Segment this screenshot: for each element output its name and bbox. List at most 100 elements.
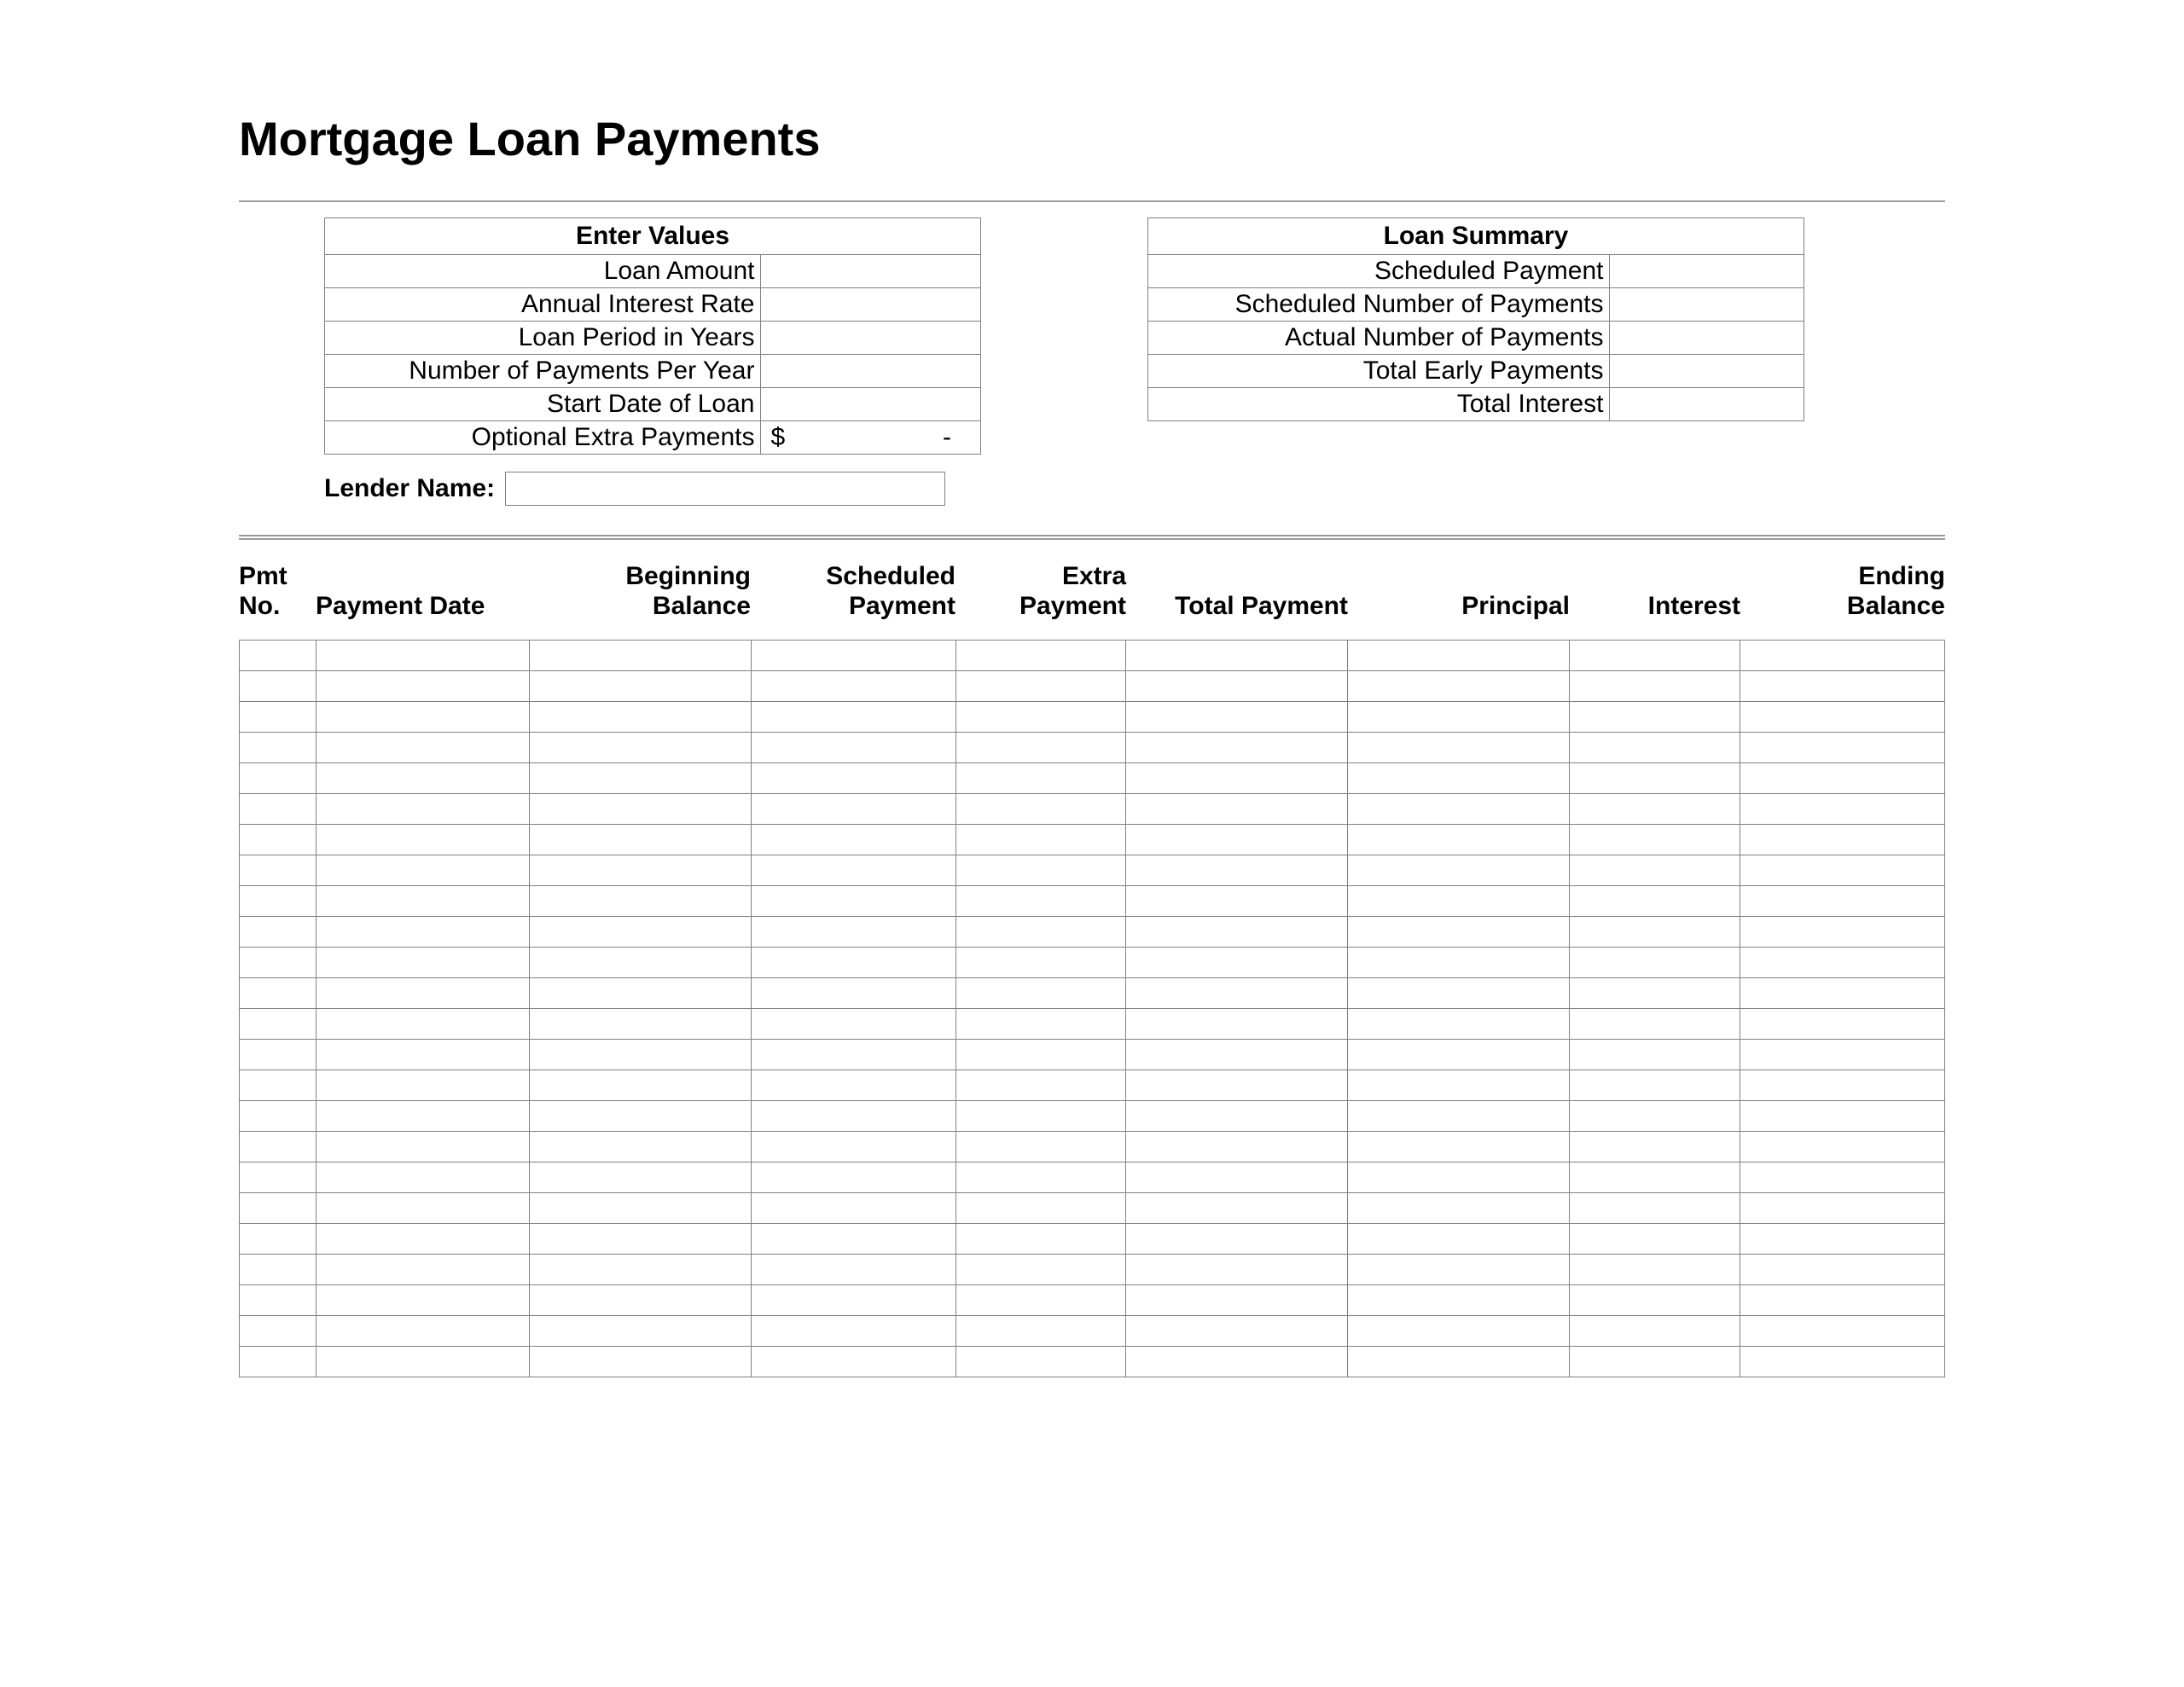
- amort-cell-total_payment[interactable]: [1126, 1285, 1348, 1316]
- amort-cell-beginning_balance[interactable]: [529, 1040, 751, 1070]
- amort-cell-total_payment[interactable]: [1126, 825, 1348, 855]
- amort-cell-beginning_balance[interactable]: [529, 917, 751, 948]
- amort-cell-interest[interactable]: [1570, 886, 1740, 917]
- amort-cell-payment_date[interactable]: [316, 641, 529, 671]
- amort-cell-pmt_no[interactable]: [240, 1224, 317, 1255]
- amort-cell-total_payment[interactable]: [1126, 763, 1348, 794]
- amort-cell-total_payment[interactable]: [1126, 1347, 1348, 1377]
- amort-cell-extra_payment[interactable]: [956, 1101, 1126, 1132]
- amort-cell-total_payment[interactable]: [1126, 702, 1348, 733]
- amort-cell-scheduled_payment[interactable]: [751, 1255, 956, 1285]
- amort-cell-pmt_no[interactable]: [240, 1009, 317, 1040]
- amort-cell-principal[interactable]: [1348, 825, 1570, 855]
- amort-cell-interest[interactable]: [1570, 733, 1740, 763]
- amort-cell-interest[interactable]: [1570, 641, 1740, 671]
- amort-cell-scheduled_payment[interactable]: [751, 1193, 956, 1224]
- amort-cell-extra_payment[interactable]: [956, 1009, 1126, 1040]
- amort-cell-total_payment[interactable]: [1126, 1132, 1348, 1162]
- amort-cell-pmt_no[interactable]: [240, 978, 317, 1009]
- amort-cell-scheduled_payment[interactable]: [751, 1040, 956, 1070]
- amort-cell-beginning_balance[interactable]: [529, 855, 751, 886]
- amort-cell-pmt_no[interactable]: [240, 855, 317, 886]
- amort-cell-ending_balance[interactable]: [1740, 1070, 1945, 1101]
- amort-cell-interest[interactable]: [1570, 763, 1740, 794]
- amort-cell-principal[interactable]: [1348, 1101, 1570, 1132]
- amort-cell-payment_date[interactable]: [316, 1347, 529, 1377]
- amort-cell-extra_payment[interactable]: [956, 1255, 1126, 1285]
- amort-cell-beginning_balance[interactable]: [529, 1193, 751, 1224]
- amort-cell-pmt_no[interactable]: [240, 825, 317, 855]
- amort-cell-total_payment[interactable]: [1126, 1101, 1348, 1132]
- amort-cell-interest[interactable]: [1570, 1009, 1740, 1040]
- amort-cell-scheduled_payment[interactable]: [751, 1009, 956, 1040]
- amort-cell-interest[interactable]: [1570, 671, 1740, 702]
- amort-cell-beginning_balance[interactable]: [529, 1224, 751, 1255]
- amort-cell-scheduled_payment[interactable]: [751, 702, 956, 733]
- amort-cell-principal[interactable]: [1348, 1009, 1570, 1040]
- amort-cell-scheduled_payment[interactable]: [751, 948, 956, 978]
- amort-cell-extra_payment[interactable]: [956, 671, 1126, 702]
- amort-cell-ending_balance[interactable]: [1740, 1224, 1945, 1255]
- amort-cell-interest[interactable]: [1570, 948, 1740, 978]
- amort-cell-payment_date[interactable]: [316, 886, 529, 917]
- amort-cell-pmt_no[interactable]: [240, 917, 317, 948]
- amort-cell-pmt_no[interactable]: [240, 948, 317, 978]
- amort-cell-total_payment[interactable]: [1126, 1193, 1348, 1224]
- amort-cell-payment_date[interactable]: [316, 1255, 529, 1285]
- amort-cell-beginning_balance[interactable]: [529, 1132, 751, 1162]
- amort-cell-ending_balance[interactable]: [1740, 1285, 1945, 1316]
- amort-cell-extra_payment[interactable]: [956, 1316, 1126, 1347]
- amort-cell-principal[interactable]: [1348, 978, 1570, 1009]
- amort-cell-extra_payment[interactable]: [956, 763, 1126, 794]
- amort-cell-total_payment[interactable]: [1126, 917, 1348, 948]
- amort-cell-scheduled_payment[interactable]: [751, 855, 956, 886]
- amort-cell-payment_date[interactable]: [316, 917, 529, 948]
- amort-cell-scheduled_payment[interactable]: [751, 641, 956, 671]
- amort-cell-pmt_no[interactable]: [240, 702, 317, 733]
- amort-cell-ending_balance[interactable]: [1740, 641, 1945, 671]
- amort-cell-extra_payment[interactable]: [956, 1040, 1126, 1070]
- amort-cell-payment_date[interactable]: [316, 978, 529, 1009]
- amort-cell-ending_balance[interactable]: [1740, 1255, 1945, 1285]
- amort-cell-pmt_no[interactable]: [240, 641, 317, 671]
- amort-cell-extra_payment[interactable]: [956, 1285, 1126, 1316]
- amort-cell-total_payment[interactable]: [1126, 794, 1348, 825]
- amort-cell-principal[interactable]: [1348, 1347, 1570, 1377]
- amort-cell-beginning_balance[interactable]: [529, 733, 751, 763]
- amort-cell-pmt_no[interactable]: [240, 1285, 317, 1316]
- amort-cell-scheduled_payment[interactable]: [751, 1162, 956, 1193]
- amort-cell-scheduled_payment[interactable]: [751, 1070, 956, 1101]
- amort-cell-scheduled_payment[interactable]: [751, 733, 956, 763]
- amort-cell-pmt_no[interactable]: [240, 1162, 317, 1193]
- amort-cell-beginning_balance[interactable]: [529, 825, 751, 855]
- amort-cell-payment_date[interactable]: [316, 948, 529, 978]
- amort-cell-interest[interactable]: [1570, 1224, 1740, 1255]
- amort-cell-principal[interactable]: [1348, 917, 1570, 948]
- amort-cell-pmt_no[interactable]: [240, 1347, 317, 1377]
- amort-cell-extra_payment[interactable]: [956, 1070, 1126, 1101]
- amort-cell-interest[interactable]: [1570, 1193, 1740, 1224]
- amort-cell-ending_balance[interactable]: [1740, 1162, 1945, 1193]
- amort-cell-payment_date[interactable]: [316, 1316, 529, 1347]
- amort-cell-beginning_balance[interactable]: [529, 886, 751, 917]
- amort-cell-pmt_no[interactable]: [240, 886, 317, 917]
- amort-cell-principal[interactable]: [1348, 763, 1570, 794]
- amort-cell-pmt_no[interactable]: [240, 1316, 317, 1347]
- amort-cell-interest[interactable]: [1570, 794, 1740, 825]
- amort-cell-scheduled_payment[interactable]: [751, 1316, 956, 1347]
- amort-cell-principal[interactable]: [1348, 671, 1570, 702]
- amort-cell-extra_payment[interactable]: [956, 641, 1126, 671]
- amort-cell-total_payment[interactable]: [1126, 671, 1348, 702]
- amort-cell-total_payment[interactable]: [1126, 1070, 1348, 1101]
- amort-cell-payment_date[interactable]: [316, 702, 529, 733]
- amort-cell-ending_balance[interactable]: [1740, 855, 1945, 886]
- amort-cell-total_payment[interactable]: [1126, 886, 1348, 917]
- amort-cell-principal[interactable]: [1348, 1040, 1570, 1070]
- amort-cell-beginning_balance[interactable]: [529, 1162, 751, 1193]
- lender-name-input[interactable]: [505, 472, 945, 506]
- amort-cell-total_payment[interactable]: [1126, 1009, 1348, 1040]
- amort-cell-scheduled_payment[interactable]: [751, 825, 956, 855]
- amort-cell-total_payment[interactable]: [1126, 978, 1348, 1009]
- amort-cell-pmt_no[interactable]: [240, 1101, 317, 1132]
- amort-cell-pmt_no[interactable]: [240, 1193, 317, 1224]
